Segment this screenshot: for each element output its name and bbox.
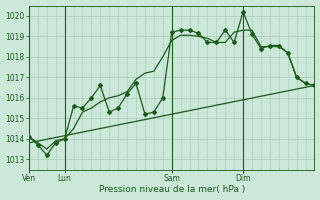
X-axis label: Pression niveau de la mer( hPa ): Pression niveau de la mer( hPa ) [99,185,245,194]
